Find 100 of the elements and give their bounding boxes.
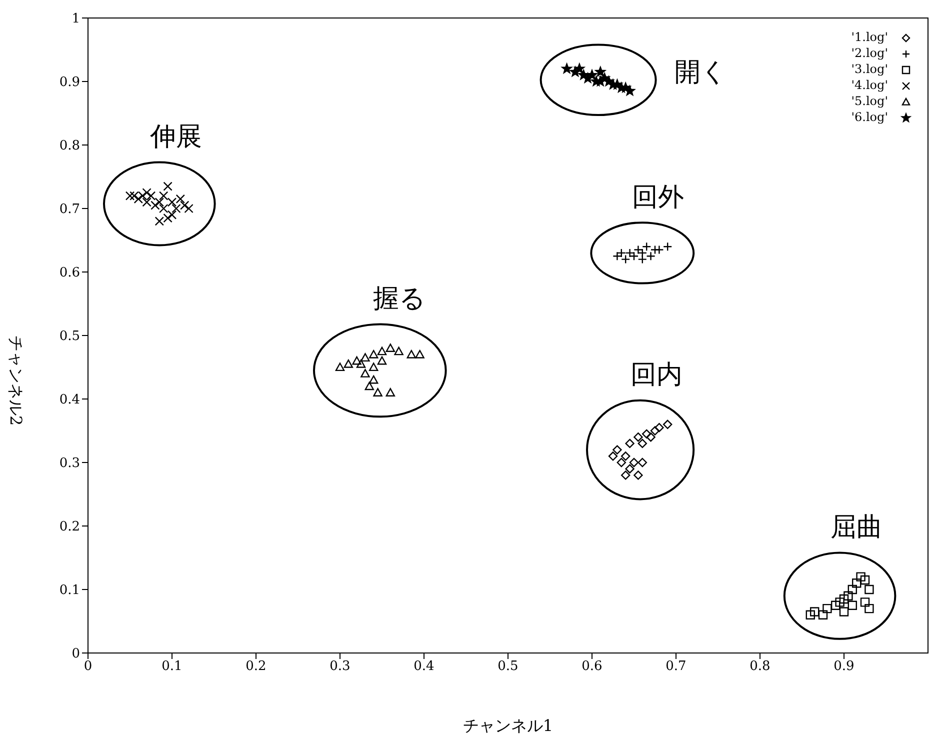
point <box>373 388 382 396</box>
point <box>650 426 660 436</box>
point <box>159 204 168 214</box>
y-tick-label: 0 <box>72 646 80 662</box>
point <box>335 362 345 372</box>
y-tick-label: 0.6 <box>59 266 80 281</box>
point <box>562 63 572 74</box>
x-tick-label: 0.2 <box>246 659 266 674</box>
point <box>848 584 857 594</box>
point <box>369 375 378 384</box>
point <box>163 213 172 223</box>
point <box>864 584 874 594</box>
point <box>848 600 857 610</box>
annotation: 開く <box>674 58 728 88</box>
annotation: 握る <box>373 284 426 314</box>
point <box>634 470 643 480</box>
point <box>860 575 870 585</box>
legend-label: '3.log' <box>851 62 888 76</box>
point <box>150 200 160 210</box>
point <box>612 445 622 454</box>
point <box>369 362 378 372</box>
x-tick-label: 0.9 <box>834 659 854 674</box>
point <box>642 429 652 439</box>
annotation: 回外 <box>632 182 684 212</box>
x-tick-label: 0.3 <box>330 659 350 674</box>
legend-label: '2.log' <box>851 46 888 60</box>
point <box>415 350 424 358</box>
point <box>595 66 606 76</box>
point <box>621 470 630 480</box>
point <box>180 200 190 210</box>
legend-label: '4.log' <box>851 78 888 92</box>
point <box>163 182 172 191</box>
point <box>167 210 177 220</box>
point <box>364 382 374 390</box>
x-tick-label: 0.5 <box>498 659 518 674</box>
x-tick-label: 0.1 <box>162 659 182 674</box>
point <box>864 604 874 614</box>
point <box>344 359 353 368</box>
point <box>624 86 635 96</box>
y-tick-label: 0.2 <box>59 520 80 535</box>
point <box>176 194 185 204</box>
x-tick-label: 0.8 <box>750 659 770 674</box>
legend-label: '1.log' <box>851 30 888 44</box>
point <box>377 356 387 365</box>
point <box>154 198 164 207</box>
point <box>146 191 156 200</box>
point <box>621 452 630 461</box>
x-tick-label: 0.7 <box>666 659 686 674</box>
point <box>574 63 585 74</box>
point <box>638 458 647 468</box>
y-tick-label: 0.3 <box>59 456 80 472</box>
y-tick-label: 0.7 <box>59 202 80 218</box>
point <box>810 607 820 616</box>
point <box>608 452 618 461</box>
point <box>352 356 362 365</box>
annotation: 屈曲 <box>830 512 882 543</box>
point <box>167 198 177 207</box>
point <box>852 578 862 588</box>
x-tick-label: 0.4 <box>414 659 434 674</box>
point <box>356 359 366 368</box>
point <box>386 344 395 352</box>
annotation: 伸展 <box>149 122 202 152</box>
point <box>818 610 828 620</box>
point <box>839 594 849 604</box>
point <box>625 464 634 474</box>
x-axis-title: チャンネル1 <box>462 716 554 735</box>
point <box>844 591 853 600</box>
point <box>629 458 639 468</box>
point <box>377 346 387 356</box>
y-tick-label: 0.4 <box>59 392 80 408</box>
point <box>369 350 378 358</box>
legend-label: '6.log' <box>851 110 888 124</box>
point <box>360 353 370 362</box>
point <box>586 70 598 80</box>
point <box>154 216 164 226</box>
y-tick-label: 0.9 <box>59 75 80 90</box>
point <box>654 422 664 432</box>
y-tick-label: 1 <box>72 12 80 27</box>
point <box>860 598 870 607</box>
point <box>839 607 849 616</box>
point <box>806 610 815 620</box>
point <box>172 204 181 214</box>
point <box>125 191 135 200</box>
point <box>360 369 370 378</box>
point <box>386 388 395 396</box>
point <box>406 350 416 358</box>
point <box>663 420 672 429</box>
point <box>856 572 866 582</box>
point <box>394 346 404 356</box>
x-tick-label: 0 <box>84 659 92 674</box>
point <box>138 191 148 200</box>
point <box>616 458 626 468</box>
point <box>822 604 832 614</box>
point <box>835 598 844 607</box>
y-tick-label: 0.5 <box>59 329 80 344</box>
point <box>625 438 634 448</box>
y-tick-label: 0.1 <box>59 583 80 598</box>
y-tick-label: 0.8 <box>59 138 80 154</box>
point <box>638 438 647 448</box>
y-axis-title: チャンネル2 <box>6 336 26 426</box>
